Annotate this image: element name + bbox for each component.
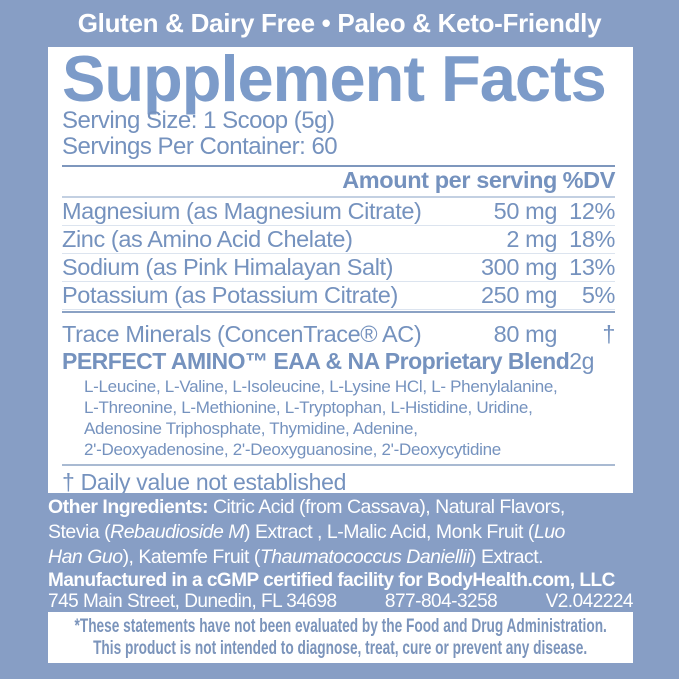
text-segment: ), Katemfe Fruit ( bbox=[122, 546, 261, 568]
manufactured-line: Manufactured in a cGMP certified facilit… bbox=[48, 570, 615, 591]
servings-per-container: Servings Per Container: 60 bbox=[62, 133, 338, 160]
blend-amount: 2g bbox=[569, 348, 595, 374]
daily-value-footnote: † Daily value not established bbox=[62, 469, 347, 493]
street-address: 745 Main Street, Dunedin, FL 34698 bbox=[48, 591, 337, 612]
nutrient-name: Sodium (as Pink Himalayan Salt) bbox=[62, 254, 394, 280]
nutrient-amount: 50 mg bbox=[493, 198, 558, 224]
text-segment: Han Guo bbox=[48, 546, 123, 568]
nutrient-amount: 300 mg bbox=[481, 254, 557, 280]
divider-footnote bbox=[62, 464, 615, 466]
supplement-facts-panel: Supplement Facts Serving Size: 1 Scoop (… bbox=[48, 47, 633, 493]
divider-under-header bbox=[62, 196, 615, 198]
other-ingredients-line: Han Guo), Katemfe Fruit (Thaumatococcus … bbox=[48, 545, 633, 570]
nutrient-amount: 250 mg bbox=[481, 282, 557, 308]
table-row-magnesium: Magnesium (as Magnesium Citrate) 50 mg 1… bbox=[62, 198, 615, 226]
text-segment: Luo bbox=[533, 521, 566, 543]
phone-number: 877-804-3258 bbox=[384, 591, 498, 612]
blend-ingredients-list: L-Leucine, L-Valine, L-Isoleucine, L-Lys… bbox=[84, 376, 615, 460]
disclaimer-line: *These statements have not been evaluate… bbox=[74, 615, 607, 637]
contact-line: 745 Main Street, Dunedin, FL 34698 877-8… bbox=[48, 591, 633, 612]
table-row-zinc: Zinc (as Amino Acid Chelate) 2 mg 18% bbox=[62, 226, 615, 254]
nutrient-name: Zinc (as Amino Acid Chelate) bbox=[62, 226, 353, 252]
text-segment: Thaumatococcus Daniellii bbox=[259, 546, 471, 568]
nutrient-name: Magnesium (as Magnesium Citrate) bbox=[62, 198, 422, 224]
dv-header: %DV bbox=[562, 167, 616, 193]
blend-ingredients-line: L-Leucine, L-Valine, L-Isoleucine, L-Lys… bbox=[84, 377, 558, 396]
amount-per-serving-header: Amount per serving bbox=[342, 167, 557, 193]
nutrient-amount: 2 mg bbox=[506, 226, 557, 252]
serving-size: Serving Size: 1 Scoop (5g) bbox=[62, 107, 335, 134]
text-segment: Citric Acid (from Cassava), Natural Flav… bbox=[212, 496, 565, 518]
blend-name: PERFECT AMINO™ EAA & NA Proprietary Blen… bbox=[62, 348, 570, 374]
nutrient-name: Potassium (as Potassium Citrate) bbox=[62, 282, 398, 308]
dagger-symbol: † bbox=[594, 347, 633, 376]
text-segment: Stevia ( bbox=[48, 521, 111, 543]
table-row-proprietary-blend: PERFECT AMINO™ EAA & NA Proprietary Blen… bbox=[62, 347, 615, 376]
nutrient-dv: 13% bbox=[569, 254, 615, 280]
blend-ingredients-line: Adenosine Triphosphate, Thymidine, Adeni… bbox=[84, 419, 418, 438]
panel-title: Supplement Facts bbox=[62, 47, 607, 115]
nutrient-name: Trace Minerals (ConcenTrace® AC) bbox=[62, 321, 422, 347]
version-code: V2.042224 bbox=[545, 591, 633, 612]
nutrient-dv: 5% bbox=[581, 282, 616, 308]
top-banner: Gluten & Dairy Free • Paleo & Keto-Frien… bbox=[0, 0, 679, 47]
divider-medium bbox=[62, 311, 615, 313]
blend-ingredients-line: L-Threonine, L-Methionine, L-Tryptophan,… bbox=[84, 398, 533, 417]
table-row-potassium: Potassium (as Potassium Citrate) 250 mg … bbox=[62, 282, 615, 310]
text-segment: Rebaudioside M bbox=[110, 521, 245, 543]
nutrient-dv: 18% bbox=[569, 226, 615, 252]
blend-ingredients-line: 2'-Deoxyadenosine, 2'-Deoxyguanosine, 2'… bbox=[84, 440, 501, 459]
other-ingredients-section: Other Ingredients: Citric Acid (from Cas… bbox=[48, 493, 633, 612]
dagger-symbol: † bbox=[602, 321, 615, 347]
divider-top bbox=[62, 165, 615, 167]
other-ingredients-line: Stevia (Rebaudioside M) Extract , L-Mali… bbox=[48, 520, 633, 545]
table-row-trace-minerals: Trace Minerals (ConcenTrace® AC) 80 mg † bbox=[62, 313, 615, 347]
text-segment: Other Ingredients: bbox=[48, 496, 213, 518]
nutrient-amount: 80 mg bbox=[493, 321, 558, 347]
disclaimer-line: This product is not intended to diagnose… bbox=[93, 637, 588, 659]
banner-text: Gluten & Dairy Free • Paleo & Keto-Frien… bbox=[77, 8, 602, 38]
fda-disclaimer-box: *These statements have not been evaluate… bbox=[48, 612, 633, 663]
table-row-sodium: Sodium (as Pink Himalayan Salt) 300 mg 1… bbox=[62, 254, 615, 282]
text-segment: ) Extract. bbox=[470, 546, 544, 568]
table-header: Amount per serving %DV bbox=[62, 167, 615, 194]
text-segment: ) Extract , L-Malic Acid, Monk Fruit ( bbox=[244, 521, 534, 543]
nutrient-dv: 12% bbox=[569, 198, 615, 224]
other-ingredients-line: Other Ingredients: Citric Acid (from Cas… bbox=[48, 495, 633, 520]
